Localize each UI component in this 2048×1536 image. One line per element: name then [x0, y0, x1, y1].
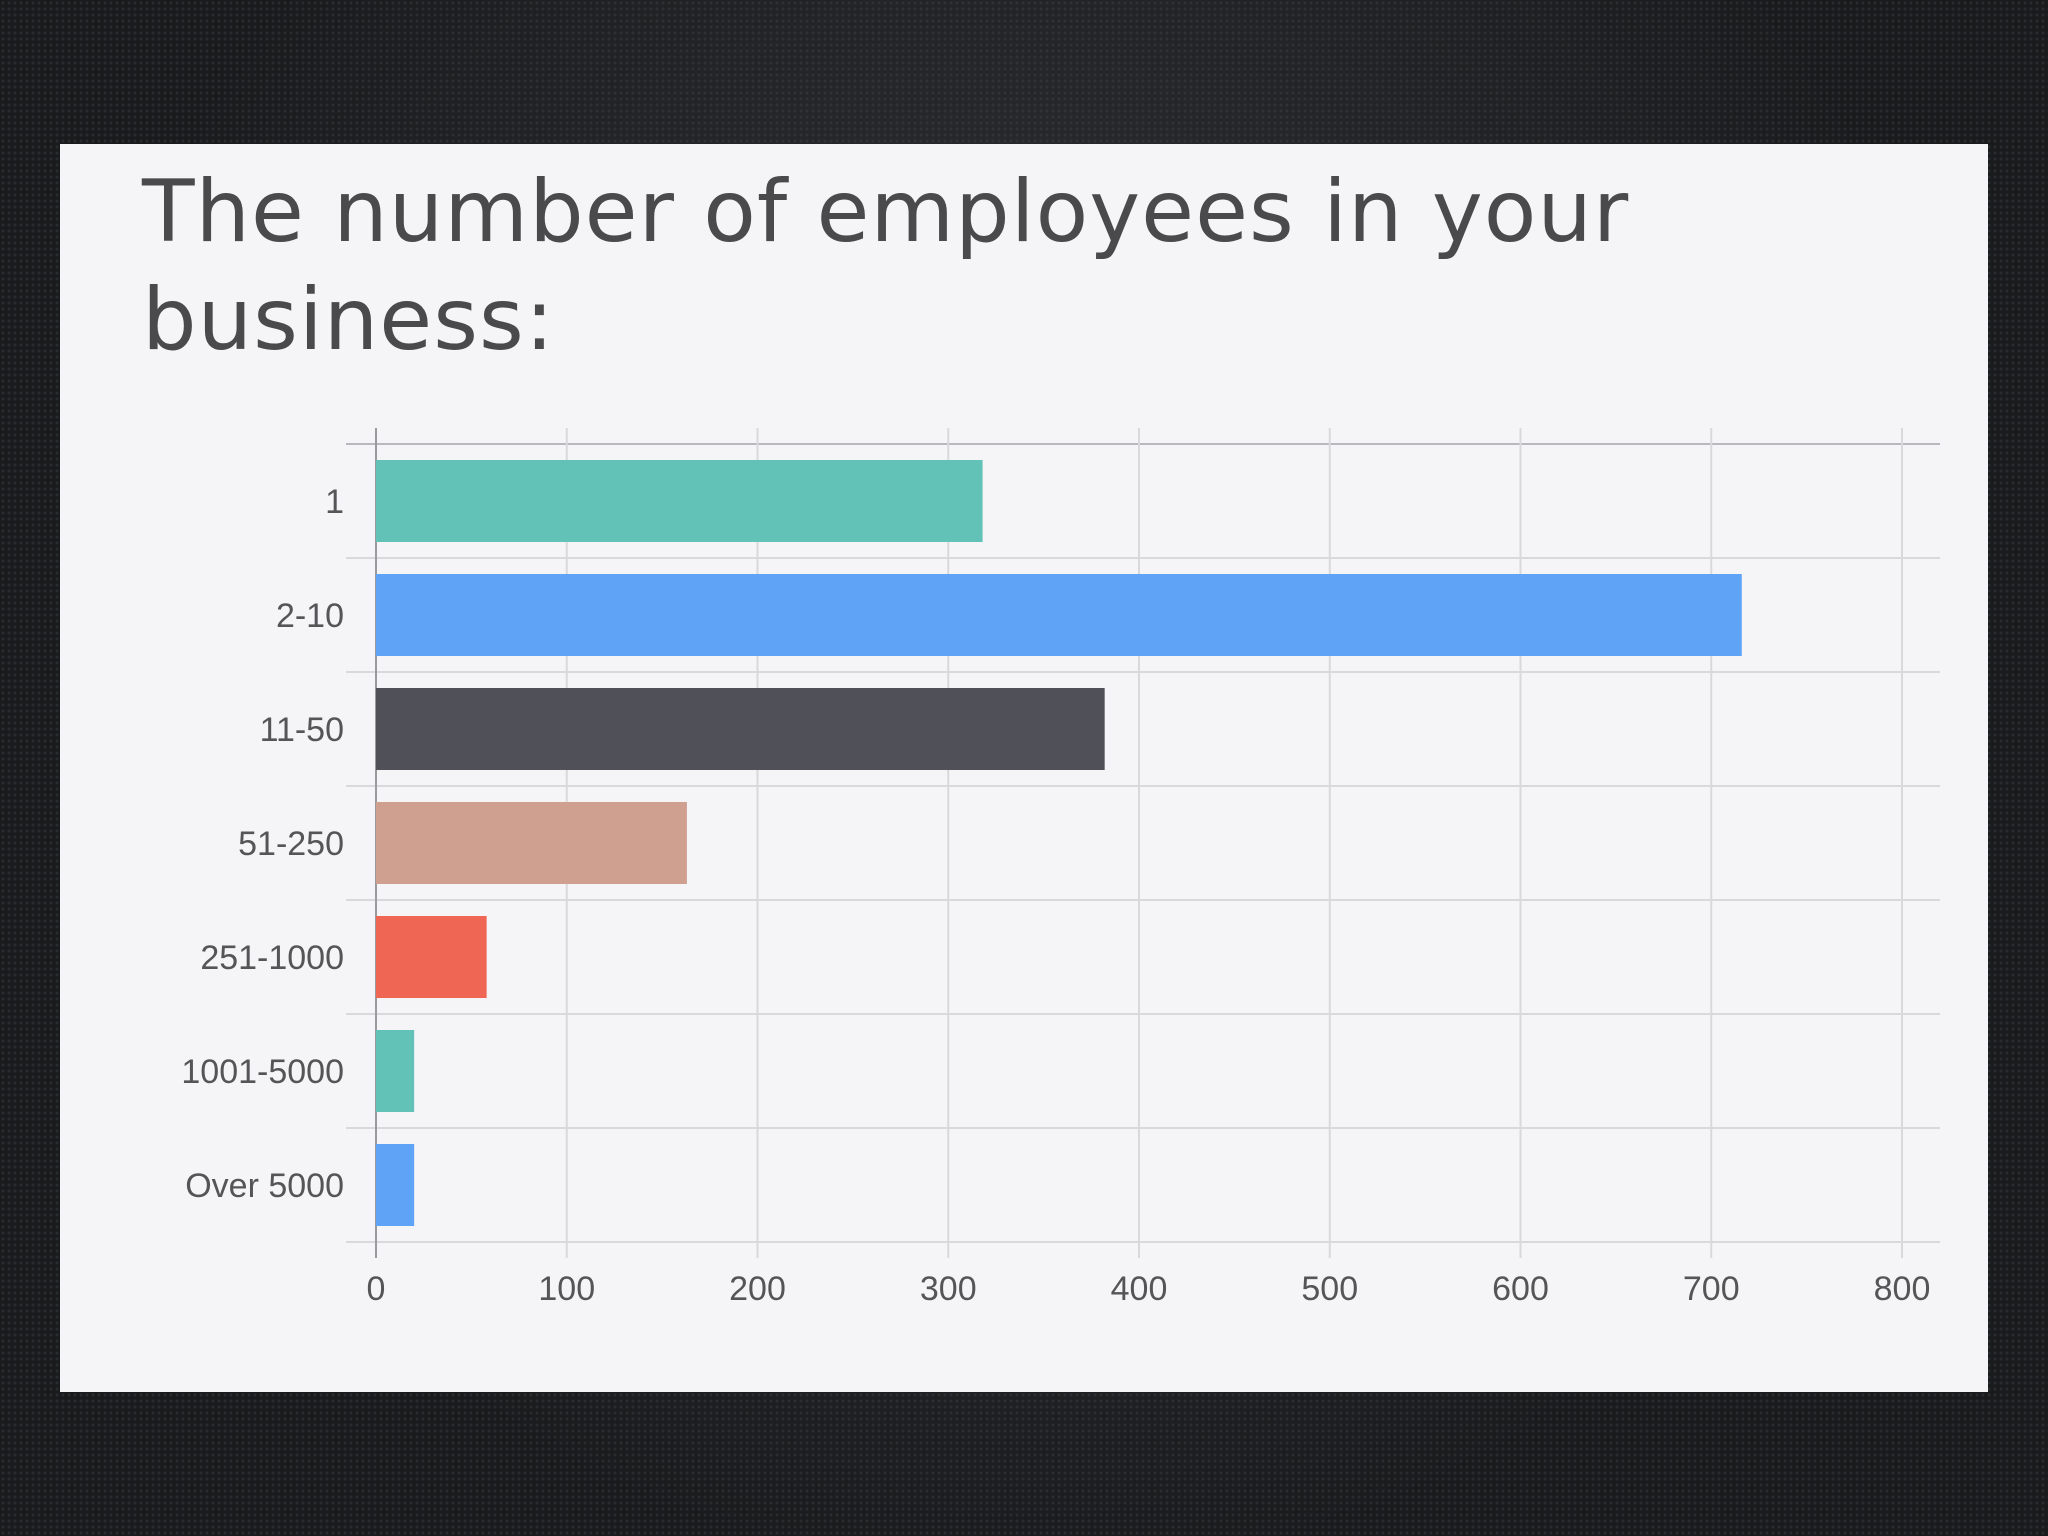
category-label: 11-50	[260, 711, 344, 749]
bar-1	[376, 460, 983, 542]
x-tick-label: 200	[729, 1270, 786, 1308]
category-label: 251-1000	[200, 939, 344, 977]
bar-51-250	[376, 802, 687, 884]
bar-11-50	[376, 688, 1105, 770]
bar-over-5000	[376, 1144, 415, 1226]
grid-lines	[346, 428, 1940, 1258]
bar-251-1000	[376, 916, 487, 998]
slide-panel: The number of employees in your business…	[60, 144, 1988, 1392]
bar-2-10	[376, 574, 1742, 656]
category-label: 1	[325, 483, 344, 521]
x-tick-labels: 0 100 200 300 400 500 600 700 800	[367, 1270, 1931, 1308]
x-tick-label: 300	[920, 1270, 977, 1308]
x-tick-label: 100	[538, 1270, 595, 1308]
category-label: 51-250	[238, 825, 344, 863]
x-tick-label: 800	[1874, 1270, 1931, 1308]
category-label: Over 5000	[185, 1167, 344, 1205]
x-tick-label: 500	[1301, 1270, 1358, 1308]
chart-title: The number of employees in your business…	[142, 162, 1630, 370]
category-label: 1001-5000	[181, 1053, 344, 1091]
x-tick-label: 600	[1492, 1270, 1549, 1308]
x-tick-label: 0	[367, 1270, 386, 1308]
bars	[376, 460, 1742, 1226]
category-label: 2-10	[276, 597, 344, 635]
category-labels: 1 2-10 11-50 51-250 251-1000 1001-5000 Over 50…	[181, 483, 344, 1205]
x-tick-label: 700	[1683, 1270, 1740, 1308]
bar-1001-5000	[376, 1030, 415, 1112]
bar-chart: 1 2-10 11-50 51-250 251-1000 1001-5000 Over 50…	[181, 428, 1940, 1308]
x-tick-label: 400	[1111, 1270, 1168, 1308]
